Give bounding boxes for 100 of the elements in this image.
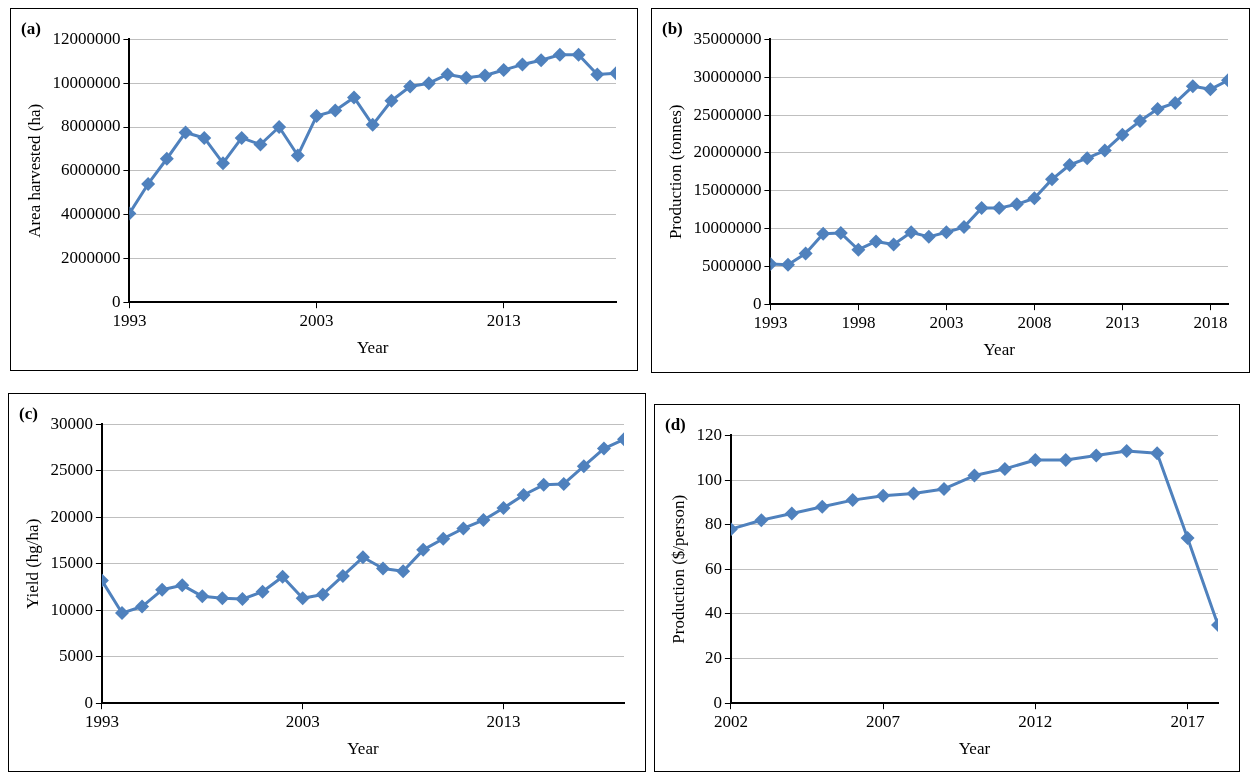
point	[596, 441, 611, 456]
x-tick-label: 2013	[486, 711, 521, 731]
point	[403, 79, 418, 94]
point	[1168, 95, 1183, 110]
point	[459, 70, 474, 85]
point	[135, 599, 150, 614]
point	[1058, 452, 1073, 467]
x-tick-label: 2003	[299, 310, 334, 330]
point	[1150, 446, 1165, 461]
point	[590, 67, 605, 82]
y-tick-label: 6000000	[60, 160, 121, 180]
point	[886, 237, 901, 252]
point	[476, 513, 491, 528]
point	[1045, 172, 1059, 187]
point	[309, 109, 324, 124]
point	[215, 156, 230, 171]
point	[195, 589, 210, 604]
point	[1027, 191, 1042, 206]
y-tick-label: 2000000	[60, 247, 121, 267]
point	[272, 120, 287, 134]
point	[798, 246, 813, 261]
point	[906, 486, 921, 501]
y-tick-label: 35000000	[693, 28, 762, 48]
point	[974, 201, 989, 216]
x-tick-label: 2013	[1105, 312, 1140, 332]
point	[754, 513, 769, 528]
point	[253, 137, 268, 152]
x-axis-title: Year	[983, 340, 1016, 360]
point	[1009, 197, 1024, 212]
point	[784, 506, 799, 521]
point	[234, 130, 249, 145]
point	[141, 176, 156, 191]
chart-title: (a)	[21, 18, 41, 38]
point	[376, 561, 391, 576]
point	[496, 63, 511, 78]
point	[845, 493, 860, 508]
point	[1185, 79, 1200, 94]
y-tick-label: 20000	[50, 506, 93, 526]
x-tick-label: 2012	[1018, 711, 1053, 731]
y-tick-label: 5000000	[701, 255, 762, 275]
point	[851, 242, 866, 257]
point	[816, 226, 831, 241]
x-tick-label: 2018	[1193, 312, 1228, 332]
point	[355, 550, 370, 565]
point	[869, 234, 883, 249]
x-tick-label: 2017	[1170, 711, 1206, 731]
y-tick-label: 0	[84, 692, 93, 712]
x-tick-label: 2008	[1017, 312, 1052, 332]
point	[937, 481, 952, 496]
y-tick-label: 20000000	[693, 142, 762, 162]
y-tick-label: 60	[704, 558, 722, 578]
x-tick-label: 1998	[841, 312, 876, 332]
y-tick-label: 20	[704, 648, 722, 668]
point	[235, 592, 250, 607]
y-tick-label: 25000000	[693, 104, 762, 124]
y-axis-title: Area harvested (ha)	[24, 103, 44, 238]
y-tick-label: 40	[704, 603, 722, 623]
point	[992, 201, 1007, 216]
point	[781, 257, 795, 272]
point	[1080, 151, 1095, 166]
point	[328, 103, 343, 118]
x-tick-label: 1993	[112, 310, 147, 330]
point	[1062, 157, 1077, 172]
point	[421, 76, 436, 91]
point	[534, 53, 549, 68]
point	[1150, 102, 1165, 117]
point	[1119, 444, 1134, 459]
point	[215, 591, 230, 606]
point	[290, 148, 305, 163]
y-tick-label: 80	[704, 514, 722, 534]
point	[997, 461, 1012, 476]
point	[1028, 452, 1043, 467]
x-axis-title: Year	[958, 739, 991, 759]
point	[967, 468, 982, 483]
y-tick-label: 15000000	[693, 180, 762, 200]
point	[255, 584, 270, 599]
x-tick-label: 1993	[84, 711, 119, 731]
y-tick-label: 25000	[50, 460, 93, 480]
point	[939, 225, 954, 240]
point	[496, 501, 511, 516]
point	[456, 521, 471, 536]
y-tick-label: 0	[111, 291, 121, 311]
point	[178, 125, 193, 140]
x-tick-label: 2002	[713, 711, 748, 731]
y-tick-label: 4000000	[60, 204, 121, 224]
point	[515, 57, 530, 72]
y-tick-label: 5000	[58, 646, 93, 666]
x-tick-label: 2013	[486, 310, 521, 330]
y-axis-title: Production ($/person)	[668, 494, 688, 644]
point	[436, 531, 451, 546]
y-tick-label: 10000000	[52, 72, 121, 92]
point	[1203, 82, 1218, 97]
point	[346, 90, 361, 105]
x-tick-label: 2003	[285, 711, 320, 731]
point	[155, 582, 170, 597]
point	[1180, 531, 1195, 546]
chart-title: (d)	[665, 414, 686, 434]
x-axis-title: Year	[347, 739, 379, 759]
point	[275, 569, 290, 584]
chart-title: (b)	[662, 18, 683, 38]
